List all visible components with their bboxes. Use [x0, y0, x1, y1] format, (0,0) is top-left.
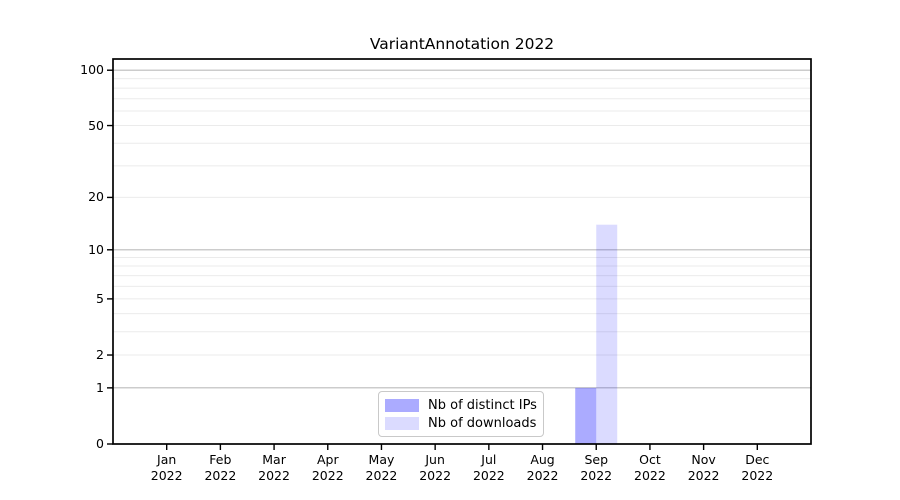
legend-swatch [385, 398, 419, 412]
legend-label: Nb of downloads [428, 415, 537, 431]
bar-downloads [596, 224, 618, 444]
legend-item-distinct-ips: Nb of distinct IPs [385, 398, 537, 413]
legend: Nb of distinct IPs Nb of downloads [378, 391, 544, 437]
chart-title: VariantAnnotation 2022 [369, 35, 555, 53]
legend-item-downloads: Nb of downloads [385, 416, 537, 431]
legend-swatch [385, 416, 419, 430]
legend-label: Nb of distinct IPs [428, 397, 537, 413]
bar-distinct-ips [575, 387, 597, 444]
plot-frame [112, 58, 812, 445]
